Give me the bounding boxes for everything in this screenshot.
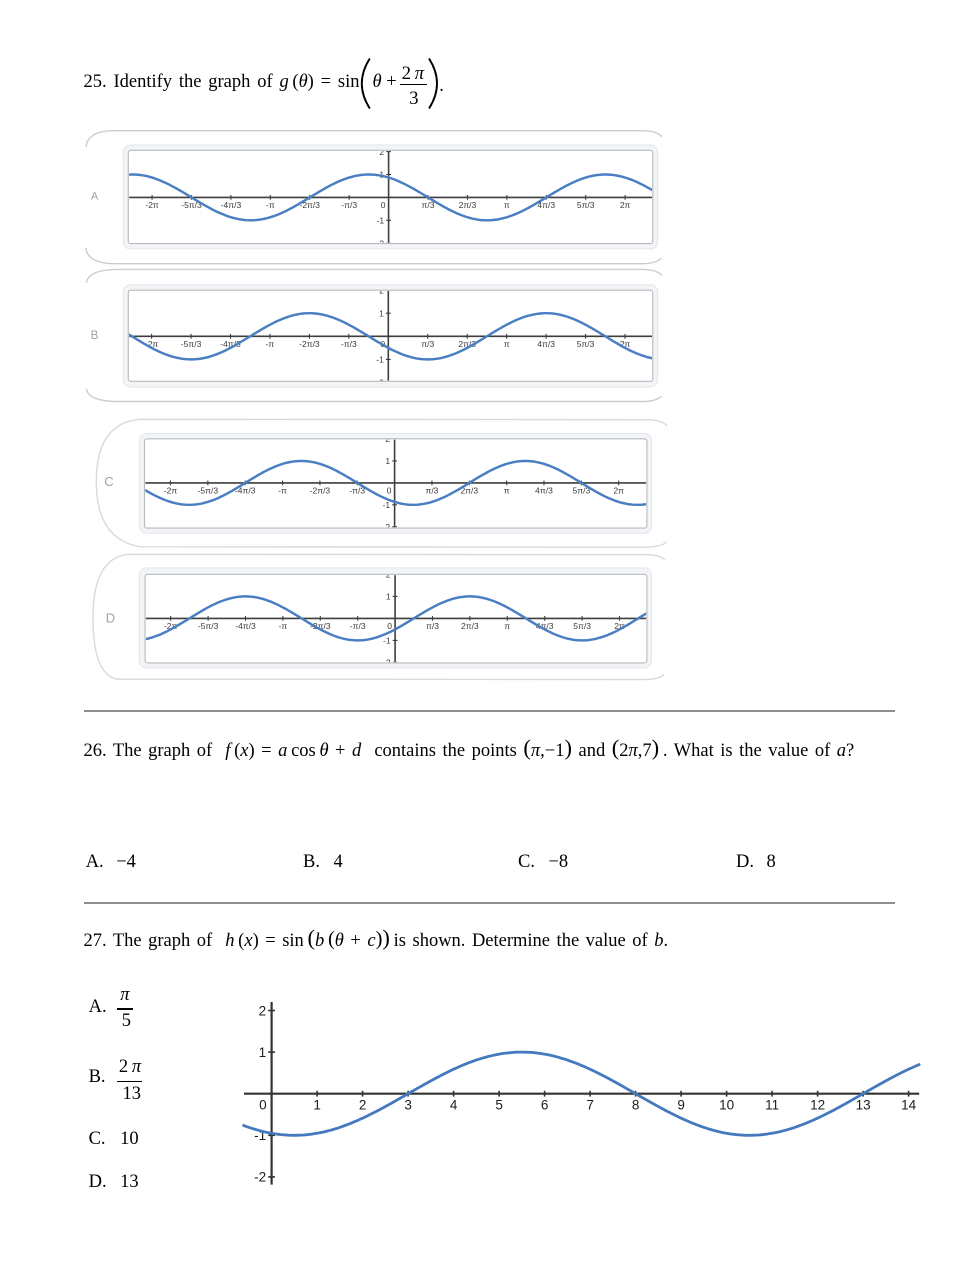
svg-text:-2π/3: -2π/3 [310,485,331,495]
svg-text:-1: -1 [383,500,391,510]
svg-text:14: 14 [901,1098,917,1113]
svg-text:2: 2 [379,147,384,157]
svg-text:-2π: -2π [145,339,159,349]
svg-text:2: 2 [379,285,384,295]
svg-text:-4π/3: -4π/3 [221,200,242,210]
svg-text:5: 5 [495,1098,503,1113]
svg-text:-1: -1 [383,636,391,646]
svg-text:13: 13 [856,1098,871,1113]
svg-text:3: 3 [404,1098,412,1113]
svg-text:B: B [91,330,99,342]
svg-text:-2π: -2π [145,200,159,210]
svg-text:-2π/3: -2π/3 [300,200,321,210]
svg-text:π: π [504,621,510,631]
svg-text:π: π [504,485,510,495]
svg-text:5π/3: 5π/3 [577,200,595,210]
svg-text:π: π [504,339,510,349]
svg-text:5π/3: 5π/3 [573,485,591,495]
svg-text:5π/3: 5π/3 [573,621,591,631]
svg-text:2π/3: 2π/3 [460,485,478,495]
svg-text:8: 8 [632,1098,640,1113]
svg-text:-π/3: -π/3 [341,200,357,210]
svg-text:6: 6 [541,1098,549,1113]
svg-text:4: 4 [450,1098,458,1113]
svg-text:-5π/3: -5π/3 [181,200,202,210]
svg-text:-1: -1 [376,355,384,365]
svg-text:-π/3: -π/3 [341,339,357,349]
svg-text:A: A [91,191,99,203]
svg-text:1: 1 [379,308,384,318]
svg-text:-π: -π [279,621,288,631]
svg-text:0: 0 [387,621,392,631]
svg-text:1: 1 [385,456,390,466]
svg-text:0: 0 [387,485,392,495]
svg-text:-π: -π [278,485,287,495]
svg-text:π/3: π/3 [426,621,439,631]
svg-text:-5π/3: -5π/3 [198,621,219,631]
svg-text:-2: -2 [377,238,385,248]
svg-text:π/3: π/3 [422,200,435,210]
svg-text:-2π: -2π [164,485,178,495]
svg-text:-π: -π [266,200,275,210]
svg-text:π/3: π/3 [421,339,434,349]
svg-text:10: 10 [719,1098,734,1113]
svg-text:-π/3: -π/3 [350,621,366,631]
svg-text:9: 9 [677,1098,685,1113]
svg-text:4π/3: 4π/3 [536,621,554,631]
svg-text:π/3: π/3 [425,485,438,495]
svg-text:2: 2 [385,434,390,444]
svg-text:-π: -π [266,339,275,349]
svg-text:2: 2 [386,570,391,580]
svg-text:2: 2 [359,1098,367,1113]
svg-text:2π/3: 2π/3 [461,621,479,631]
svg-text:1: 1 [313,1098,321,1113]
svg-text:-π/3: -π/3 [349,485,365,495]
svg-text:-2π/3: -2π/3 [310,621,331,631]
svg-text:5π/3: 5π/3 [577,339,595,349]
svg-text:7: 7 [586,1098,594,1113]
svg-text:-5π/3: -5π/3 [181,339,202,349]
svg-text:-2π/3: -2π/3 [299,339,320,349]
svg-text:-4π/3: -4π/3 [235,621,256,631]
svg-text:0: 0 [259,1098,267,1113]
svg-text:2π: 2π [614,621,625,631]
svg-text:12: 12 [810,1098,825,1113]
svg-text:0: 0 [381,200,386,210]
svg-text:4π/3: 4π/3 [535,485,553,495]
svg-text:2: 2 [259,1003,267,1018]
svg-text:2π/3: 2π/3 [459,200,477,210]
svg-text:-2: -2 [383,658,391,668]
svg-text:-2: -2 [254,1170,266,1185]
svg-text:2π: 2π [613,485,624,495]
svg-text:1: 1 [259,1045,267,1060]
svg-text:-2: -2 [383,522,391,532]
svg-text:D: D [106,610,115,625]
svg-text:π: π [504,200,510,210]
svg-text:11: 11 [765,1098,779,1113]
svg-text:C: C [104,474,113,489]
svg-text:1: 1 [386,592,391,602]
svg-text:4π/3: 4π/3 [537,339,555,349]
svg-text:-5π/3: -5π/3 [198,485,219,495]
svg-text:-2π: -2π [164,621,178,631]
svg-text:-4π/3: -4π/3 [220,339,241,349]
svg-text:2π: 2π [620,339,631,349]
svg-text:2π/3: 2π/3 [458,339,476,349]
svg-text:-2: -2 [376,378,384,388]
svg-text:4π/3: 4π/3 [537,200,555,210]
svg-text:2π: 2π [620,200,631,210]
svg-text:-4π/3: -4π/3 [235,485,256,495]
svg-text:-1: -1 [377,216,385,226]
